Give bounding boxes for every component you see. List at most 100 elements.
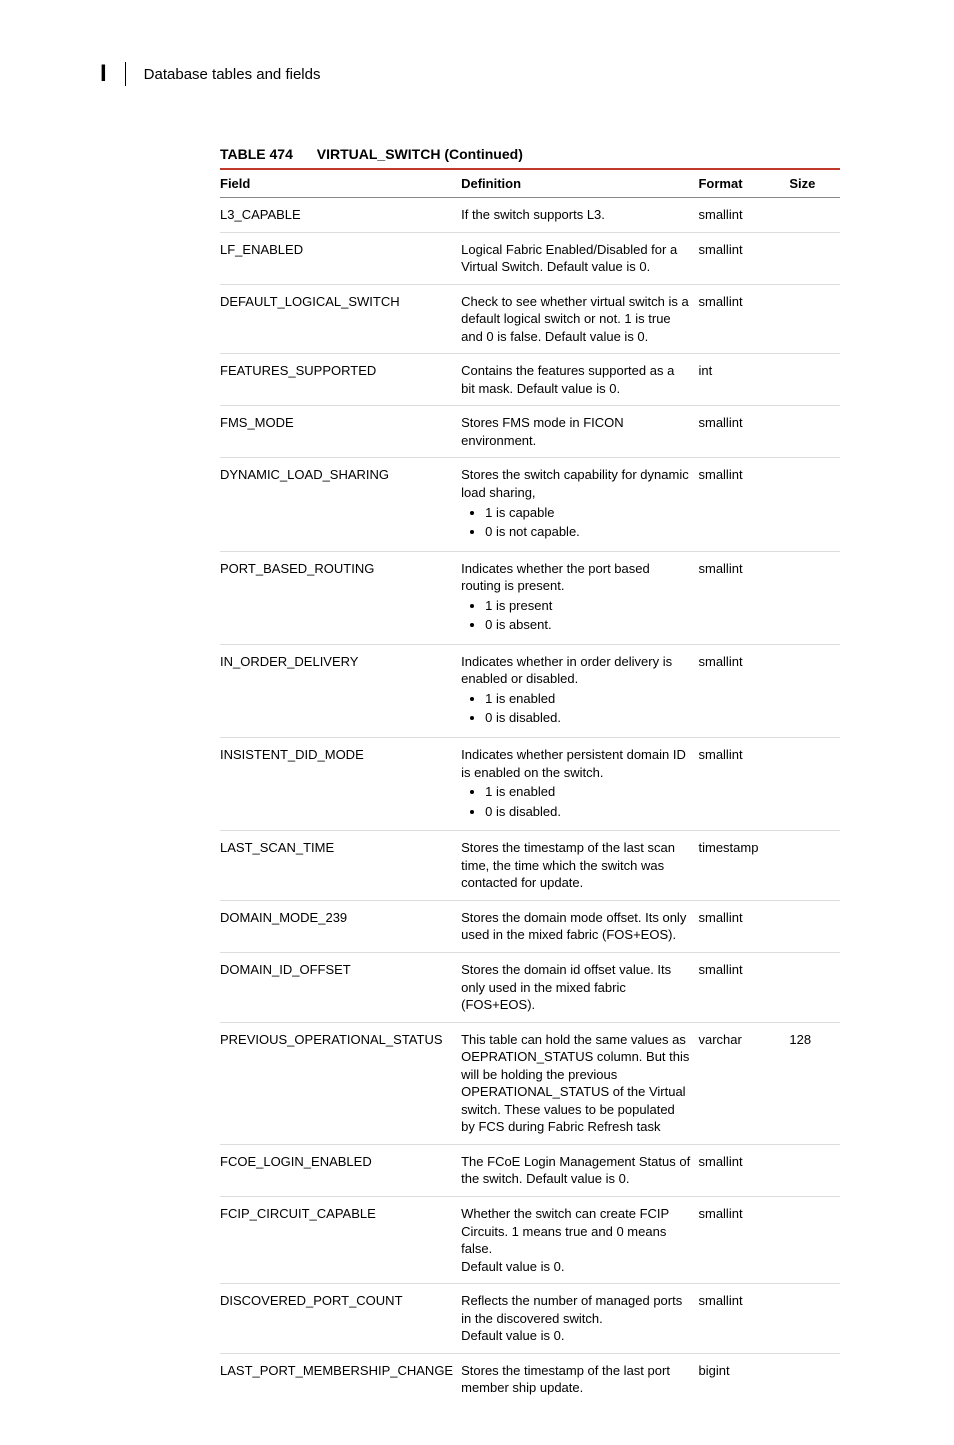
definition-text: Indicates whether persistent domain ID i…	[461, 747, 686, 780]
bullet-item: 0 is absent.	[485, 616, 690, 634]
table-row: PREVIOUS_OPERATIONAL_STATUSThis table ca…	[220, 1022, 840, 1144]
cell-field: L3_CAPABLE	[220, 198, 461, 233]
table-number: TABLE 474	[220, 146, 293, 162]
bullet-item: 1 is capable	[485, 504, 690, 522]
cell-size	[789, 952, 840, 1022]
cell-definition: Stores the timestamp of the last port me…	[461, 1353, 698, 1405]
cell-size	[789, 198, 840, 233]
definition-text: Stores the timestamp of the last scan ti…	[461, 840, 675, 890]
col-header-field: Field	[220, 169, 461, 198]
cell-size	[789, 406, 840, 458]
definition-text: This table can hold the same values as O…	[461, 1032, 689, 1135]
bullet-item: 1 is enabled	[485, 783, 690, 801]
page: I Database tables and fields TABLE 474 V…	[0, 0, 954, 1445]
cell-field: DYNAMIC_LOAD_SHARING	[220, 458, 461, 551]
cell-definition: The FCoE Login Management Status of the …	[461, 1144, 698, 1196]
cell-size	[789, 284, 840, 354]
table-caption: TABLE 474 VIRTUAL_SWITCH (Continued)	[220, 146, 874, 162]
cell-definition: Indicates whether persistent domain ID i…	[461, 738, 698, 831]
cell-definition: This table can hold the same values as O…	[461, 1022, 698, 1144]
cell-format: timestamp	[698, 831, 789, 901]
cell-format: smallint	[698, 232, 789, 284]
cell-definition: Check to see whether virtual switch is a…	[461, 284, 698, 354]
cell-format: smallint	[698, 644, 789, 737]
cell-field: LAST_SCAN_TIME	[220, 831, 461, 901]
definition-text: Stores the timestamp of the last port me…	[461, 1363, 670, 1396]
table-row: PORT_BASED_ROUTINGIndicates whether the …	[220, 551, 840, 644]
col-header-definition: Definition	[461, 169, 698, 198]
bullet-item: 1 is enabled	[485, 690, 690, 708]
table-row: DOMAIN_MODE_239Stores the domain mode of…	[220, 900, 840, 952]
cell-format: smallint	[698, 738, 789, 831]
table-row: FMS_MODEStores FMS mode in FICON environ…	[220, 406, 840, 458]
cell-definition: If the switch supports L3.	[461, 198, 698, 233]
cell-definition: Contains the features supported as a bit…	[461, 354, 698, 406]
definition-text: Stores the switch capability for dynamic…	[461, 467, 689, 500]
section-title: Database tables and fields	[144, 66, 321, 83]
cell-definition: Whether the switch can create FCIP Circu…	[461, 1196, 698, 1283]
definition-text: Check to see whether virtual switch is a…	[461, 294, 689, 344]
table-row: INSISTENT_DID_MODEIndicates whether pers…	[220, 738, 840, 831]
table-row: FEATURES_SUPPORTEDContains the features …	[220, 354, 840, 406]
page-header: I Database tables and fields	[100, 62, 874, 86]
cell-field: DISCOVERED_PORT_COUNT	[220, 1284, 461, 1354]
cell-field: DOMAIN_MODE_239	[220, 900, 461, 952]
cell-size	[789, 1353, 840, 1405]
definition-text: Stores the domain id offset value. Its o…	[461, 962, 671, 1012]
definition-text: The FCoE Login Management Status of the …	[461, 1154, 690, 1187]
schema-table: Field Definition Format Size L3_CAPABLEI…	[220, 168, 840, 1405]
definition-text: Stores the domain mode offset. Its only …	[461, 910, 686, 943]
definition-bullets: 1 is present0 is absent.	[461, 597, 690, 634]
cell-field: FEATURES_SUPPORTED	[220, 354, 461, 406]
cell-format: smallint	[698, 284, 789, 354]
col-header-size: Size	[789, 169, 840, 198]
cell-definition: Logical Fabric Enabled/Disabled for a Vi…	[461, 232, 698, 284]
cell-field: DEFAULT_LOGICAL_SWITCH	[220, 284, 461, 354]
cell-definition: Stores FMS mode in FICON environment.	[461, 406, 698, 458]
cell-field: DOMAIN_ID_OFFSET	[220, 952, 461, 1022]
cell-definition: Stores the switch capability for dynamic…	[461, 458, 698, 551]
cell-field: PREVIOUS_OPERATIONAL_STATUS	[220, 1022, 461, 1144]
col-header-format: Format	[698, 169, 789, 198]
cell-field: FCOE_LOGIN_ENABLED	[220, 1144, 461, 1196]
cell-field: FMS_MODE	[220, 406, 461, 458]
cell-size	[789, 232, 840, 284]
cell-field: LF_ENABLED	[220, 232, 461, 284]
bullet-item: 1 is present	[485, 597, 690, 615]
cell-format: smallint	[698, 952, 789, 1022]
definition-text: Default value is 0.	[461, 1259, 564, 1274]
table-row: FCIP_CIRCUIT_CAPABLEWhether the switch c…	[220, 1196, 840, 1283]
bullet-item: 0 is disabled.	[485, 803, 690, 821]
cell-definition: Stores the domain mode offset. Its only …	[461, 900, 698, 952]
cell-size: 128	[789, 1022, 840, 1144]
table-row: LAST_PORT_MEMBERSHIP_CHANGEStores the ti…	[220, 1353, 840, 1405]
cell-format: smallint	[698, 1196, 789, 1283]
definition-bullets: 1 is capable0 is not capable.	[461, 504, 690, 541]
table-row: LF_ENABLEDLogical Fabric Enabled/Disable…	[220, 232, 840, 284]
definition-text: Logical Fabric Enabled/Disabled for a Vi…	[461, 242, 677, 275]
table-row: DEFAULT_LOGICAL_SWITCHCheck to see wheth…	[220, 284, 840, 354]
cell-definition: Reflects the number of managed ports in …	[461, 1284, 698, 1354]
definition-text: Default value is 0.	[461, 1328, 564, 1343]
cell-format: varchar	[698, 1022, 789, 1144]
chapter-letter: I	[100, 62, 126, 86]
table-continued: (Continued)	[444, 146, 523, 162]
cell-size	[789, 1196, 840, 1283]
cell-definition: Indicates whether the port based routing…	[461, 551, 698, 644]
table-row: LAST_SCAN_TIMEStores the timestamp of th…	[220, 831, 840, 901]
definition-bullets: 1 is enabled0 is disabled.	[461, 690, 690, 727]
table-title: VIRTUAL_SWITCH	[317, 146, 441, 162]
cell-format: bigint	[698, 1353, 789, 1405]
cell-size	[789, 1284, 840, 1354]
cell-format: smallint	[698, 1284, 789, 1354]
cell-format: smallint	[698, 551, 789, 644]
definition-text: If the switch supports L3.	[461, 207, 605, 222]
table-row: DOMAIN_ID_OFFSETStores the domain id off…	[220, 952, 840, 1022]
definition-text: Indicates whether in order delivery is e…	[461, 654, 672, 687]
cell-size	[789, 900, 840, 952]
cell-size	[789, 738, 840, 831]
cell-size	[789, 831, 840, 901]
bullet-item: 0 is not capable.	[485, 523, 690, 541]
table-row: L3_CAPABLEIf the switch supports L3.smal…	[220, 198, 840, 233]
cell-definition: Indicates whether in order delivery is e…	[461, 644, 698, 737]
